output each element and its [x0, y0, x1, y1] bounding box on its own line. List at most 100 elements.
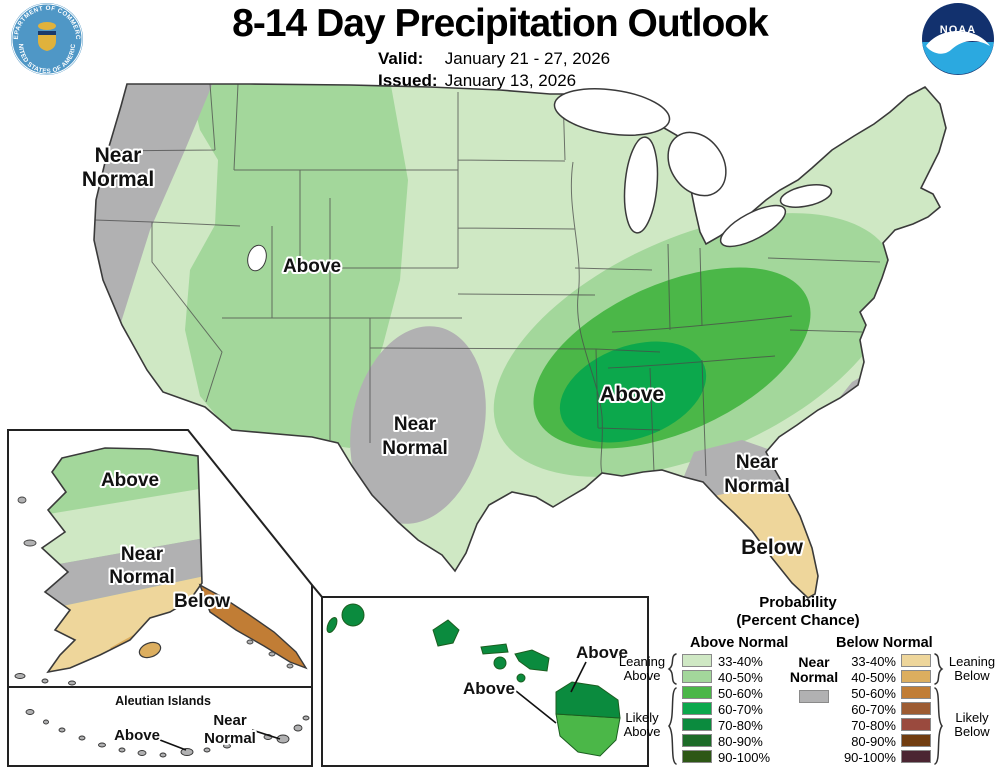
great-lakes	[247, 88, 833, 272]
page-title: 8-14 Day Precipitation Outlook	[232, 2, 769, 45]
label-near-normal-nw-2: Normal	[82, 168, 154, 191]
legend-range-above-3: 60-70%	[718, 702, 763, 717]
region-above-40-50-west-band	[185, 84, 408, 448]
label-above-aleutian: Above	[114, 727, 160, 744]
alaska-panhandle	[198, 583, 308, 670]
legend-range-below-6: 90-100%	[843, 750, 896, 765]
island-oahu	[432, 619, 460, 647]
legend-swatch-below-50-60	[901, 686, 931, 699]
legend-swatch-above-33-40	[682, 654, 712, 667]
probability-legend: Probability (Percent Chance) Above Norma…	[619, 594, 1000, 772]
legend-likely-above: Likely Above	[623, 710, 661, 739]
legend-range-below-4: 70-80%	[851, 718, 896, 733]
legend-swatch-above-80-90	[682, 734, 712, 747]
aleutian-islands-chain	[14, 673, 310, 758]
likely-below-brace	[934, 687, 943, 765]
legend-swatch-below-60-70	[901, 702, 931, 715]
alaska-region-near-normal	[42, 538, 202, 614]
label-near-normal-alaska-2: Normal	[109, 567, 174, 588]
likely-above-brace	[668, 687, 677, 765]
hawaiian-islands	[326, 603, 621, 757]
label-near-normal-south-1: Near	[394, 414, 437, 435]
legend-range-above-2: 50-60%	[718, 686, 763, 701]
seal-shield-chief	[38, 31, 56, 35]
issued-label: Issued:	[378, 71, 438, 90]
island-kauai	[341, 603, 365, 627]
legend-likely-below: Likely Below	[954, 710, 990, 739]
hawaii-above-pointer-left	[515, 690, 557, 724]
valid-value: January 21 - 27, 2026	[444, 49, 611, 68]
legend-leaning-below: Leaning Below	[948, 654, 996, 683]
island-molokai	[480, 643, 509, 655]
label-near-aleutian-2: Normal	[204, 730, 256, 747]
lake-erie	[719, 204, 787, 248]
label-below-florida: Below	[741, 536, 804, 559]
label-below-alaska: Below	[174, 591, 230, 612]
conus-outline	[93, 83, 947, 599]
legend-swatch-below-40-50	[901, 670, 931, 683]
noaa-logo-text: NOAA	[940, 24, 976, 36]
bering-islands	[17, 496, 294, 669]
legend-above-header: Above Normal	[690, 635, 789, 651]
label-above-southeast: Above	[600, 383, 664, 406]
legend-swatch-below-70-80	[901, 718, 931, 731]
valid-dateline: Valid: January 21 - 27, 2026	[378, 49, 610, 69]
legend-range-above-4: 70-80%	[718, 718, 763, 733]
legend-range-above-6: 90-100%	[718, 750, 771, 765]
legend-range-below-2: 50-60%	[851, 686, 896, 701]
commerce-seal: DEPARTMENT OF COMMERCE UNITED STATES OF …	[0, 0, 83, 75]
hawaii-inset: Above Above	[321, 596, 649, 767]
great-salt-lake	[247, 244, 267, 272]
inset-connector-line	[311, 584, 323, 598]
island-niihau	[326, 617, 338, 633]
seal-shield	[38, 35, 56, 51]
label-above-alaska: Above	[101, 470, 159, 491]
label-near-normal-secoast-2: Normal	[724, 476, 789, 497]
legend-range-below-1: 40-50%	[851, 670, 896, 685]
legend-swatch-below-33-40	[901, 654, 931, 667]
issued-value: January 13, 2026	[444, 71, 577, 90]
legend-title-2: (Percent Chance)	[736, 612, 860, 629]
label-aleutian-islands: Aleutian Islands	[115, 694, 211, 708]
noaa-logo: NOAA	[922, 3, 994, 75]
label-near-normal-alaska-1: Near	[121, 544, 164, 565]
legend-range-above-1: 40-50%	[718, 670, 763, 685]
region-near-normal-west-coast	[94, 84, 215, 332]
legend-swatch-above-60-70	[682, 702, 712, 715]
legend-swatch-below-80-90	[901, 734, 931, 747]
alaska-region-above-33-40	[42, 488, 202, 570]
region-near-normal-southern-plains	[350, 326, 486, 524]
legend-range-below-3: 60-70%	[851, 702, 896, 717]
label-above-west: Above	[283, 256, 341, 277]
island-lanai	[493, 656, 507, 670]
legend-near-label-2: Normal	[789, 669, 839, 685]
lake-huron	[667, 131, 727, 197]
leaning-above-brace	[667, 653, 677, 685]
aleutian-above-pointer	[159, 739, 187, 751]
leaning-below-brace	[934, 653, 944, 685]
legend-swatch-below-90-100	[901, 750, 931, 763]
hawaii-above-pointer-right	[570, 661, 587, 693]
label-near-normal-nw-1: Near	[95, 144, 142, 167]
island-maui	[514, 649, 550, 672]
legend-range-above-0: 33-40%	[718, 654, 763, 669]
aleutian-near-pointer	[251, 729, 281, 740]
island-kahoolawe	[516, 673, 526, 683]
alaska-inset: Above Near Normal Below Aleutian Islands…	[7, 429, 323, 767]
label-near-normal-secoast-1: Near	[736, 452, 779, 473]
seal-eagle-icon	[38, 22, 56, 30]
label-near-aleutian-1: Near	[213, 712, 247, 729]
legend-swatch-near-normal	[799, 690, 829, 703]
label-above-hawaii-left: Above	[463, 679, 515, 698]
legend-range-above-5: 80-90%	[718, 734, 763, 749]
legend-range-below-5: 80-90%	[851, 734, 896, 749]
legend-title-1: Probability	[759, 594, 837, 611]
lake-superior	[553, 88, 671, 136]
legend-swatch-above-50-60	[682, 686, 712, 699]
state-borders	[94, 84, 881, 478]
noaa-gull-icon	[926, 31, 990, 54]
label-near-normal-south-2: Normal	[382, 438, 447, 459]
legend-swatch-above-90-100	[682, 750, 712, 763]
